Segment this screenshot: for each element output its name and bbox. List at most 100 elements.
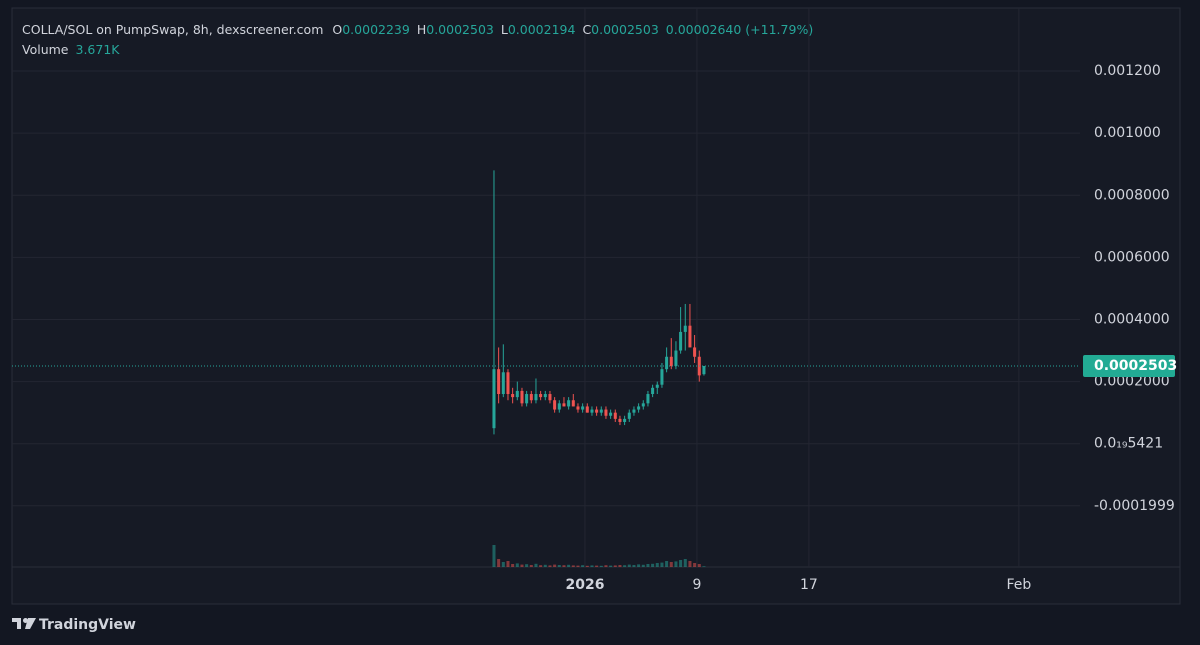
candle-body — [501, 372, 505, 395]
candle-body — [693, 347, 697, 357]
candle-body — [515, 390, 519, 398]
volume-bar — [595, 565, 599, 567]
volume-bar — [702, 566, 706, 567]
header: COLLA/SOL on PumpSwap, 8h, dexscreener.c… — [22, 22, 813, 37]
y-tick-label: 0.0004000 — [1094, 311, 1170, 327]
volume-bar — [497, 559, 501, 567]
volume-bar — [683, 559, 687, 567]
candle-body — [688, 325, 692, 348]
candle-body — [576, 406, 580, 410]
volume-bar — [529, 565, 533, 567]
ohlc-value: 0.0002503 — [591, 22, 659, 37]
candle-body — [641, 403, 645, 407]
candle-body — [543, 394, 547, 398]
candle-body — [539, 394, 543, 398]
labels: 0.001200 0.001000 0.0008000 0.0006000 0.0004… — [565, 63, 1177, 593]
change: 0.00002640 (+11.79%) — [666, 22, 813, 37]
y-tick-label: -0.0001999 — [1094, 498, 1175, 514]
candle-body — [581, 406, 585, 410]
volume-bar — [548, 565, 552, 567]
brand-logo — [12, 618, 36, 629]
volume-label: Volume — [22, 42, 69, 57]
candle-body — [637, 406, 641, 410]
candle-body — [567, 400, 571, 407]
candle-body — [660, 369, 664, 385]
candle-body — [571, 400, 575, 407]
volume-bar — [590, 565, 594, 567]
volume-bar — [567, 564, 571, 567]
ohlc-value: 0.0002239 — [342, 22, 410, 37]
ohlc-value: 0.0002194 — [508, 22, 576, 37]
candle-body — [665, 356, 669, 370]
candle-body — [525, 394, 529, 404]
candle-body — [492, 369, 496, 429]
candle-body — [548, 394, 552, 401]
volume-bar — [641, 564, 645, 567]
volume-bar — [623, 565, 627, 567]
candle-body — [534, 394, 538, 401]
ohlc-value: 0.0002503 — [426, 22, 494, 37]
candle-body — [623, 418, 627, 422]
volume-bar — [599, 565, 603, 567]
volume-bar — [693, 563, 697, 567]
candle-body — [520, 390, 524, 404]
candle-body — [590, 409, 594, 413]
x-tick-label: 9 — [692, 577, 701, 593]
volume-bar — [655, 563, 659, 567]
volume-bar — [492, 545, 496, 567]
volume-bar — [525, 564, 529, 567]
brand: TradingView — [39, 617, 136, 633]
volume-bar — [515, 563, 519, 567]
volume-bar — [534, 563, 538, 567]
y-tick-label: 0.0008000 — [1094, 187, 1170, 203]
candle-body — [511, 394, 515, 398]
candle-body — [604, 409, 608, 416]
volume-bar — [637, 564, 641, 567]
volume-bar — [646, 564, 650, 567]
candle-body — [595, 409, 599, 413]
volume-bar — [585, 565, 589, 567]
last-price-box — [1083, 354, 1175, 377]
volume-bar — [511, 564, 515, 567]
volume-bar — [539, 565, 543, 567]
volume-bar — [553, 564, 557, 567]
candle-body — [557, 403, 561, 410]
candle-body — [646, 394, 650, 404]
candle-body — [506, 372, 510, 395]
candle-body — [674, 350, 678, 367]
candle-body — [613, 412, 617, 419]
volume-bar — [543, 564, 547, 567]
volume-bar — [665, 561, 669, 567]
volume-header: Volume 3.671K — [22, 42, 120, 57]
volume-value: 3.671K — [76, 42, 121, 57]
volume-bar — [660, 562, 664, 567]
volume-bar — [669, 562, 673, 567]
x-tick-label: 17 — [800, 577, 818, 593]
ohlc-label: H — [417, 22, 426, 37]
volume-bar — [557, 565, 561, 567]
grid — [12, 8, 1080, 567]
volume-bar — [679, 560, 683, 567]
candle-body — [651, 387, 655, 395]
last-price-label: 0.0002503 — [1094, 358, 1177, 374]
volume-bar — [520, 564, 524, 567]
volume-bar — [613, 565, 617, 567]
volume-bar — [604, 565, 608, 567]
volume-bar — [581, 565, 585, 567]
y-tick-label: 0.001200 — [1094, 63, 1161, 79]
volume-bar — [651, 563, 655, 567]
volume-bar — [618, 565, 622, 567]
candle-body — [599, 409, 603, 413]
ohlc-label: L — [501, 22, 508, 37]
candle-body — [585, 406, 589, 413]
candle-body — [655, 384, 659, 388]
volume-bar — [571, 565, 575, 567]
ohlc: O0.0002239 H0.0002503 L0.0002194 C0.0002503 — [332, 22, 658, 37]
candle-body — [529, 394, 533, 401]
candle-body — [562, 403, 566, 407]
volume-bar — [506, 561, 510, 567]
volume-bar — [627, 564, 631, 567]
volume-bar — [576, 565, 580, 567]
chart-title: COLLA/SOL on PumpSwap, 8h, dexscreener.c… — [22, 22, 323, 37]
